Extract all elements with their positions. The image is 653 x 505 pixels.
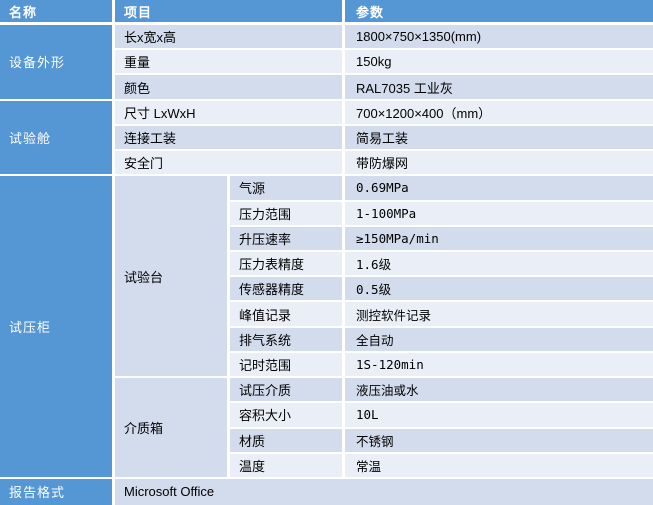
item-cell: 峰值记录: [230, 302, 345, 328]
item-cell: 连接工装: [115, 125, 345, 152]
header-param-label: 参数: [356, 4, 385, 20]
item-cell: 气源: [230, 176, 345, 202]
param-cell: 不锈钢: [345, 428, 653, 454]
param-cell: 1-100MPa: [345, 201, 653, 227]
header-item-label: 项目: [124, 4, 153, 20]
param-cell: 700×1200×400（mm）: [345, 100, 653, 126]
param-cell: 1.6级: [345, 251, 653, 278]
param-cell: 0.5级: [345, 277, 653, 303]
item-cell: 安全门: [115, 151, 345, 177]
param-cell: 常温: [345, 453, 653, 479]
item-cell: 温度: [230, 453, 345, 479]
item-cell: 记时范围: [230, 352, 345, 379]
param-cell-report-format: Microsoft Office: [115, 478, 653, 505]
item-cell: 压力范围: [230, 201, 345, 227]
param-cell: 液压油或水: [345, 378, 653, 404]
item-cell: 升压速率: [230, 226, 345, 252]
item-cell: 重量: [115, 50, 345, 76]
header-cell-param: 参数: [345, 0, 653, 25]
param-cell: 1S-120min: [345, 352, 653, 379]
param-cell: 150kg: [345, 50, 653, 76]
group-name-test-bench: 试验台: [115, 176, 230, 379]
header-cell-name: 名称: [0, 0, 115, 25]
item-cell: 试压介质: [230, 378, 345, 404]
param-cell: 1800×750×1350(mm): [345, 25, 653, 51]
item-cell: 材质: [230, 428, 345, 454]
section-name-report-format: 报告格式: [0, 478, 115, 505]
header-name-label: 名称: [9, 4, 38, 20]
item-cell: 容积大小: [230, 403, 345, 429]
param-cell: 全自动: [345, 327, 653, 353]
section-name-pressure-cabinet: 试压柜: [0, 176, 115, 479]
param-cell: 10L: [345, 403, 653, 429]
param-cell: 简易工装: [345, 125, 653, 152]
item-cell: 长x宽x高: [115, 25, 345, 51]
param-cell: RAL7035 工业灰: [345, 75, 653, 101]
header-cell-item: 项目: [115, 0, 345, 25]
item-cell: 颜色: [115, 75, 345, 101]
param-cell: 测控软件记录: [345, 302, 653, 328]
item-cell: 传感器精度: [230, 277, 345, 303]
param-cell: 0.69MPa: [345, 176, 653, 202]
param-cell: 带防爆网: [345, 151, 653, 177]
param-cell: ≥150MPa/min: [345, 226, 653, 252]
section-name-test-chamber: 试验舱: [0, 100, 115, 177]
item-cell: 尺寸 LxWxH: [115, 100, 345, 126]
group-name-medium-tank: 介质箱: [115, 378, 230, 479]
item-cell: 压力表精度: [230, 251, 345, 278]
section-name-equipment-shape: 设备外形: [0, 25, 115, 101]
item-cell: 排气系统: [230, 327, 345, 353]
